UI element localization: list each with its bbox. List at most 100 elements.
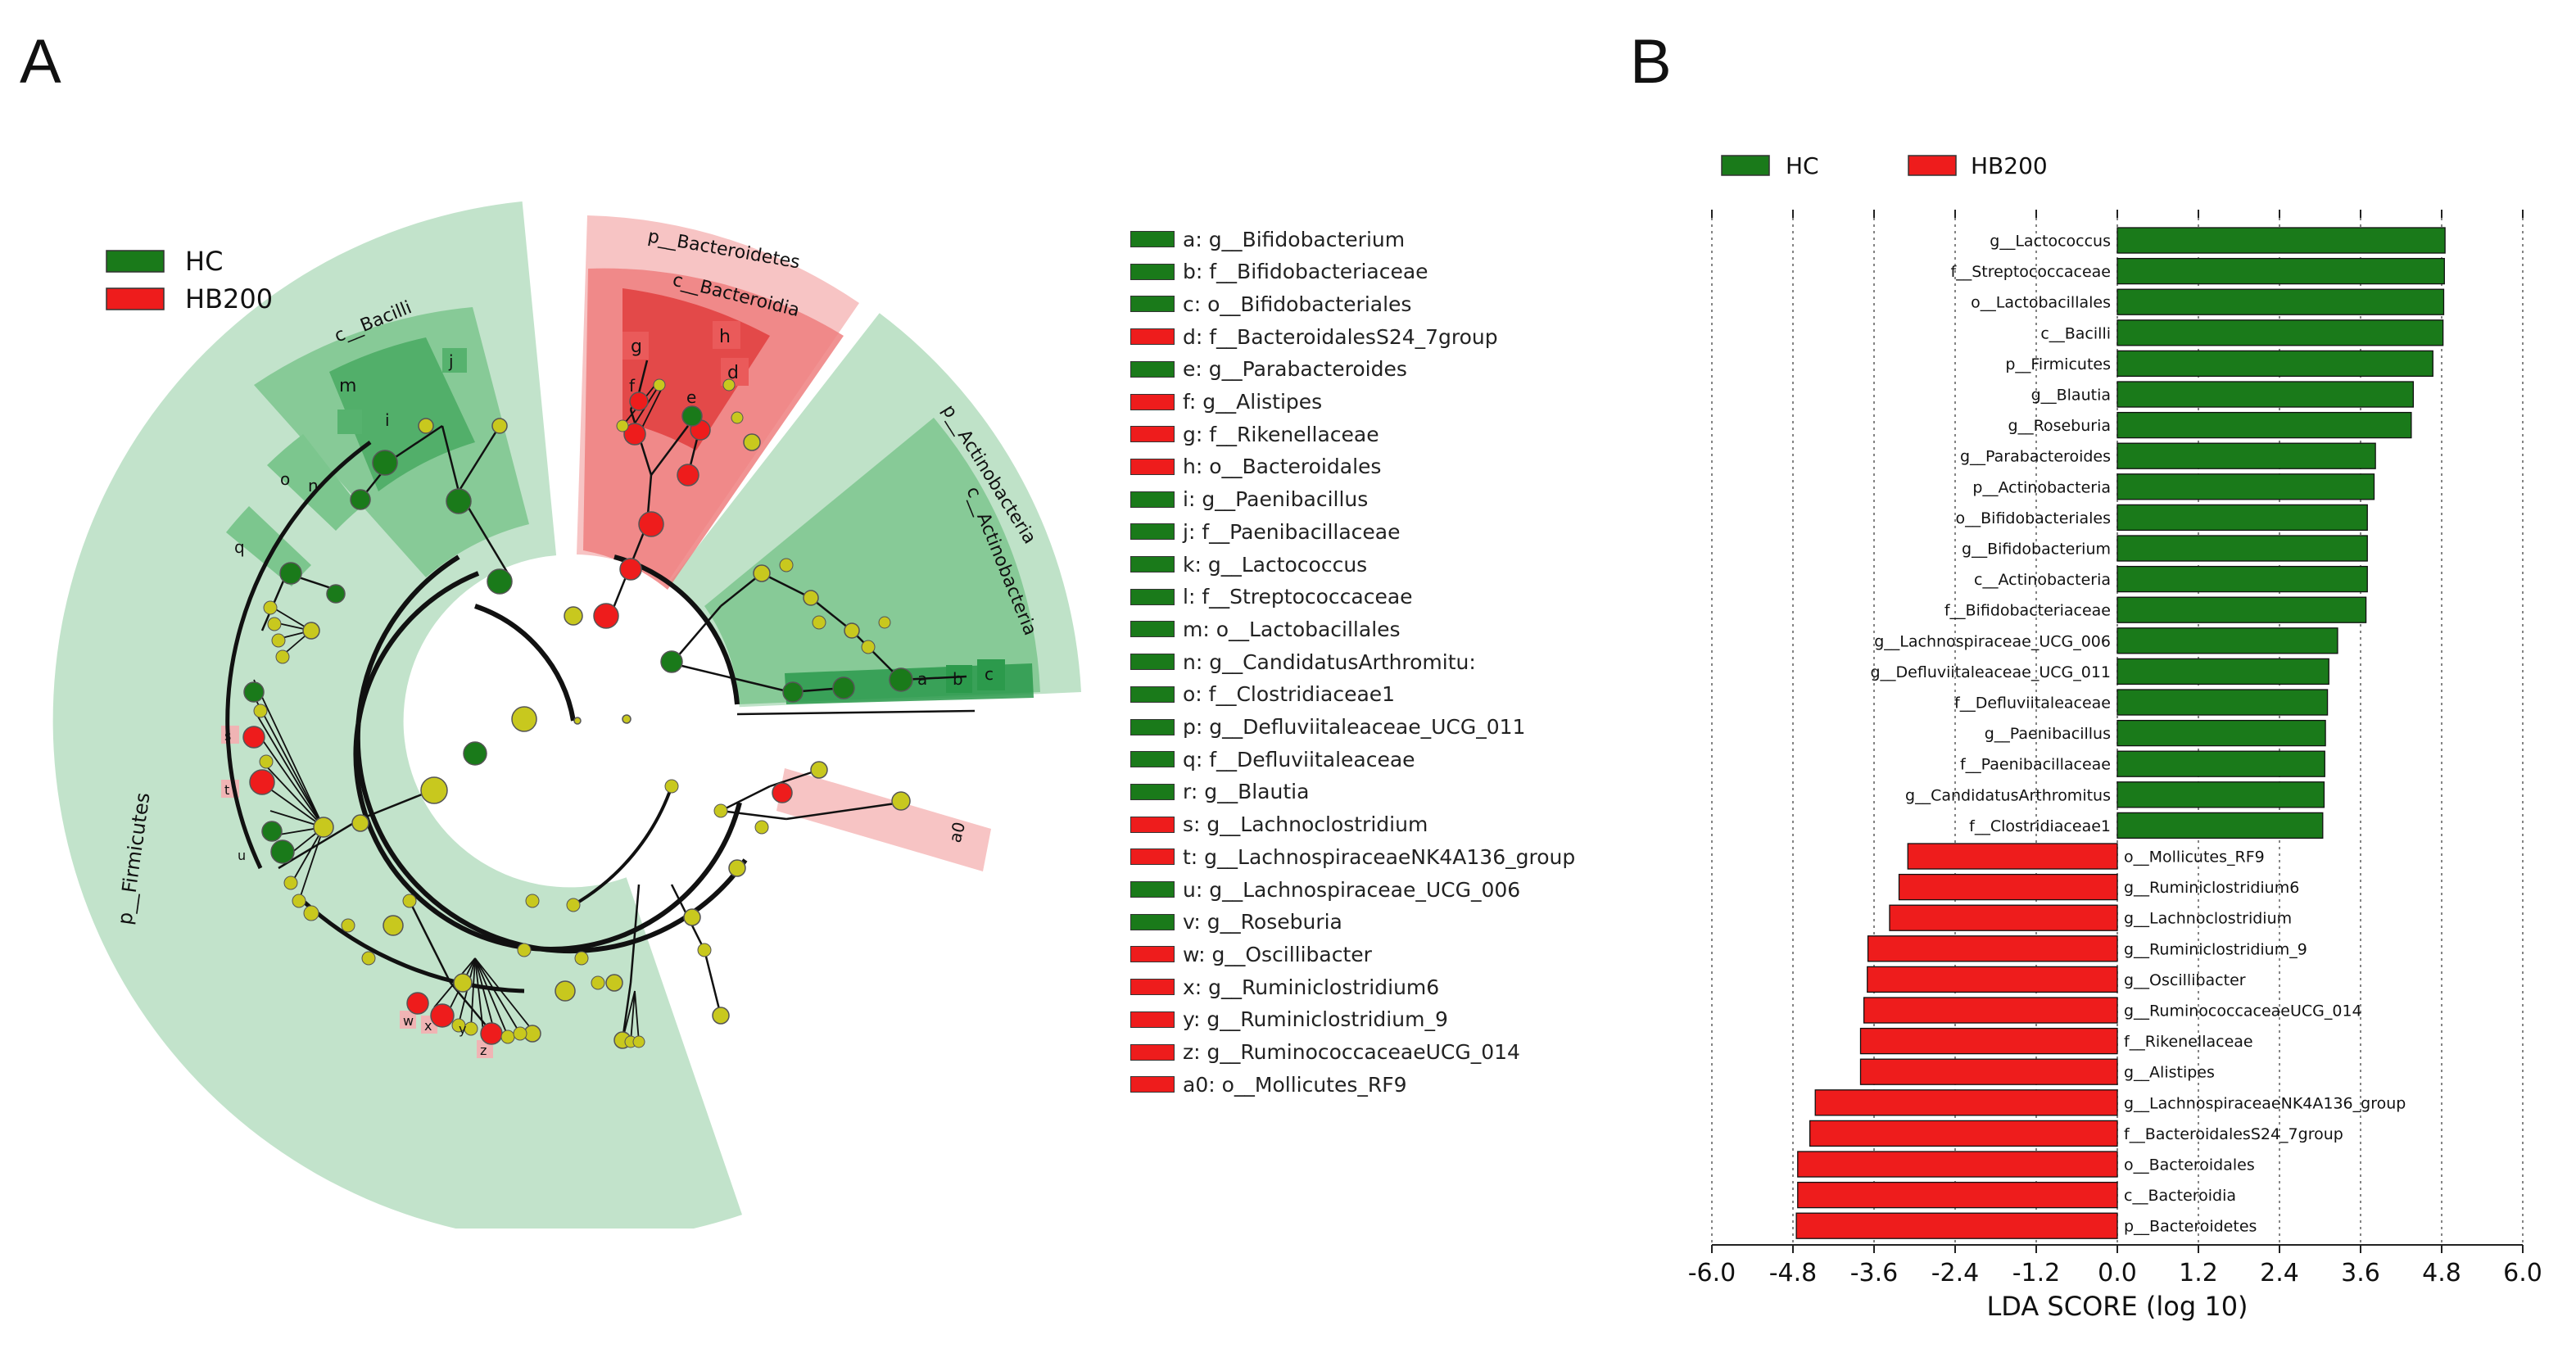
key-row: a: g__Bifidobacterium: [1130, 223, 1405, 256]
bar-label: o__Bifidobacteriales: [1956, 509, 2111, 527]
bar-label: g__Ruminiclostridium6: [2124, 879, 2299, 897]
x-tick-label: -1.2: [2012, 1259, 2061, 1287]
key-swatch: [1130, 913, 1175, 930]
key-label: b: f__Bifidobacteriaceae: [1183, 260, 1428, 284]
lda-bar: [1863, 997, 2118, 1024]
x-tick-label: -2.4: [1931, 1259, 1980, 1287]
key-swatch: [1130, 751, 1175, 768]
key-swatch: [1130, 458, 1175, 475]
key-row: s: g__Lachnoclostridium: [1130, 808, 1428, 841]
lda-bar: [1795, 1212, 2118, 1239]
bar-label: p__Firmicutes: [2005, 355, 2111, 373]
key-label: f: g__Alistipes: [1183, 390, 1323, 414]
key-swatch: [1130, 1076, 1175, 1093]
key-label: m: o__Lactobacillales: [1183, 617, 1401, 641]
bar-label: f__Paenibacillaceae: [1960, 756, 2111, 774]
bar-label: g__Lachnospiraceae_UCG_006: [1874, 632, 2111, 650]
key-label: o: f__Clostridiaceae1: [1183, 682, 1396, 707]
key-swatch: [1130, 588, 1175, 605]
key-row: t: g__LachnospiraceaeNK4A136_group: [1130, 840, 1575, 873]
key-row: k: g__Lactococcus: [1130, 548, 1367, 581]
key-swatch: [1130, 231, 1175, 247]
key-label: n: g__CandidatusArthromitu:: [1183, 649, 1476, 674]
key-swatch: [1130, 1043, 1175, 1061]
key-swatch: [1130, 523, 1175, 541]
key-row: m: o__Lactobacillales: [1130, 613, 1401, 645]
cladogram: HC HB200 p__Firmicutes c__Bacilli p__Bac…: [52, 201, 1081, 1229]
key-label: r: g__Blautia: [1183, 780, 1310, 804]
lda-bar: [1797, 1151, 2118, 1178]
bar-label: g__Defluviitaleaceae_UCG_011: [1870, 663, 2111, 681]
lda-bar: [2116, 689, 2329, 716]
bar-label: f__Clostridiaceae1: [1969, 817, 2111, 835]
key-swatch: [1130, 881, 1175, 898]
key-row: y: g__Ruminiclostridium_9: [1130, 1003, 1448, 1036]
lda-bar: [2116, 658, 2329, 686]
lda-bar: [2116, 504, 2368, 532]
lda-bar: [2116, 596, 2367, 623]
lda-bar: [1859, 1027, 2118, 1055]
key-row: l: f__Streptococcaceae: [1130, 581, 1413, 613]
key-row: d: f__BacteroidalesS24_7group: [1130, 320, 1498, 353]
key-swatch: [1130, 393, 1175, 410]
key-swatch: [1130, 263, 1175, 280]
lda-bar: [1814, 1089, 2118, 1116]
x-tick-label: 6.0: [2503, 1259, 2542, 1287]
bar-label: g__Lachnoclostridium: [2124, 910, 2292, 928]
key-label: g: f__Rikenellaceae: [1183, 422, 1379, 446]
lda-bar: [1898, 873, 2118, 901]
x-tick-label: 3.6: [2341, 1259, 2380, 1287]
key-label: e: g__Parabacteroides: [1183, 357, 1407, 382]
key-row: e: g__Parabacteroides: [1130, 353, 1407, 386]
x-tick-label: -4.8: [1769, 1259, 1818, 1287]
x-tick-label: 0.0: [2098, 1259, 2137, 1287]
key-swatch: [1130, 979, 1175, 996]
clade-label-d: d: [727, 363, 739, 383]
key-label: j: f__Paenibacillaceae: [1183, 519, 1401, 544]
clade-label-h: h: [719, 327, 731, 347]
clade-label-j: j: [448, 351, 454, 371]
bar-label: f__Defluviitaleaceae: [1954, 695, 2111, 713]
bar-label: f__Bifidobacteriaceae: [1944, 602, 2111, 620]
clade-label-t: t: [224, 782, 229, 798]
key-swatch: [1130, 816, 1175, 833]
key-row: b: f__Bifidobacteriaceae: [1130, 256, 1428, 288]
key-row: z: g__RuminococcaceaeUCG_014: [1130, 1036, 1520, 1069]
x-tick-label: 1.2: [2179, 1259, 2218, 1287]
clade-label-c: c: [985, 664, 994, 684]
bar-label: g__Alistipes: [2124, 1064, 2215, 1082]
key-row: v: g__Roseburia: [1130, 906, 1342, 939]
clade-label-e: e: [686, 387, 696, 407]
bar-label: p__Actinobacteria: [1972, 478, 2111, 496]
bar-label: g__Parabacteroides: [1960, 448, 2111, 466]
key-swatch: [1130, 296, 1175, 313]
key-swatch: [1130, 621, 1175, 638]
key-swatch: [1130, 556, 1175, 572]
lda-bar: [2116, 288, 2445, 315]
key-swatch: [1130, 491, 1175, 508]
bar-label: g__RuminococcaceaeUCG_014: [2124, 1002, 2362, 1020]
sector-a0: [776, 768, 991, 871]
bar-label: o__Bacteroidales: [2124, 1156, 2255, 1174]
bar-label: g__Lactococcus: [1990, 233, 2111, 251]
clade-label-q: q: [234, 537, 245, 557]
key-swatch: [1130, 686, 1175, 703]
clade-label-b: b: [953, 669, 963, 689]
bar-label: g__CandidatusArthromitus: [1905, 786, 2111, 804]
bar-label: g__Ruminiclostridium_9: [2124, 940, 2307, 958]
lda-bar: [1889, 904, 2118, 931]
lda-bar: [2116, 319, 2444, 346]
sector-m: [329, 337, 475, 491]
lda-bar: [2116, 227, 2446, 254]
bar-label: f__Rikenellaceae: [2124, 1033, 2253, 1051]
clade-label-w: w: [403, 1013, 414, 1029]
key-row: x: g__Ruminiclostridium6: [1130, 971, 1439, 1003]
clade-label-z: z: [480, 1043, 487, 1058]
key-swatch: [1130, 848, 1175, 866]
bar-label: c__Bacilli: [2040, 324, 2111, 342]
clade-label-n: n: [308, 476, 319, 495]
key-label: i: g__Paenibacillus: [1183, 487, 1369, 512]
x-tick-label: -6.0: [1688, 1259, 1736, 1287]
bar-label: c__Bacteroidia: [2124, 1187, 2236, 1205]
lda-bar: [2116, 535, 2368, 562]
